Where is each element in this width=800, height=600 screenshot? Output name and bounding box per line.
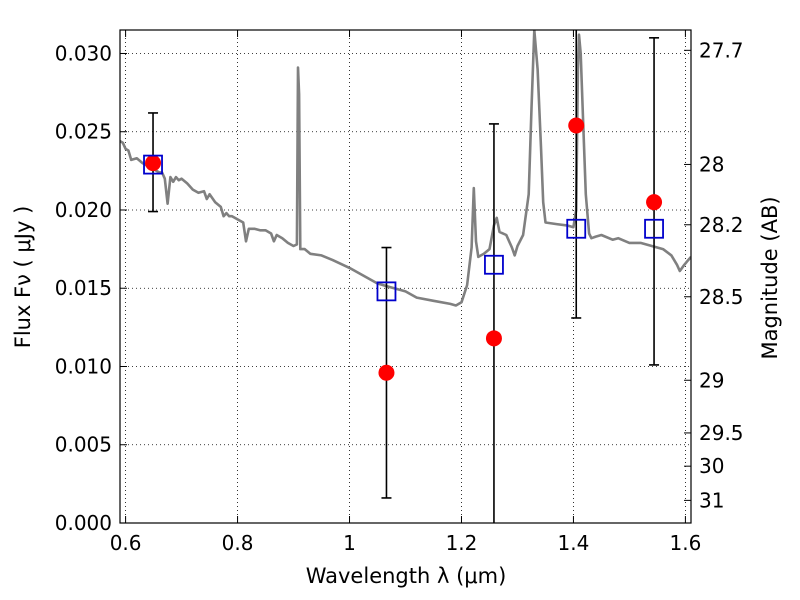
model-points-layer xyxy=(143,154,664,302)
model-point xyxy=(143,154,163,175)
observed-point xyxy=(145,155,162,172)
observed-point xyxy=(568,117,585,134)
model-point xyxy=(566,218,587,239)
x-tick-label: 1.6 xyxy=(669,531,701,555)
x-tick-label: 0.6 xyxy=(110,531,142,555)
plot-frame xyxy=(119,29,692,524)
y-tick-label: 0.000 xyxy=(55,511,112,535)
model-point xyxy=(376,281,397,302)
right-tick-label: 30 xyxy=(699,454,724,478)
spectrum-layer xyxy=(120,30,691,307)
model-point xyxy=(644,218,664,239)
y-tick-label: 0.010 xyxy=(55,354,112,378)
right-tick-label: 29 xyxy=(699,368,724,392)
observed-points-layer xyxy=(145,117,663,381)
right-tick-label: 28.5 xyxy=(699,285,744,309)
right-tick-label: 27.7 xyxy=(699,38,744,62)
y-axis-label: Flux Fν ( μJy ) xyxy=(11,206,35,349)
plot-background xyxy=(120,30,691,523)
model-point xyxy=(484,254,504,275)
model-point-overlap xyxy=(145,157,161,173)
x-tick-label: 1 xyxy=(343,531,356,555)
y-tick-label: 0.015 xyxy=(55,276,112,300)
observed-point xyxy=(485,330,502,347)
x-tick-label: 1.2 xyxy=(446,531,478,555)
y-axis-right-label: Magnitude (AB) xyxy=(758,196,782,359)
right-tick-label: 28 xyxy=(699,152,724,176)
observed-point xyxy=(646,194,663,211)
y-axis-right: 27.7 28 28.2 28.5 29 29.5 30 31 xyxy=(684,38,744,512)
y-tick-label: 0.020 xyxy=(55,198,112,222)
y-tick-label: 0.025 xyxy=(55,120,112,144)
right-tick-label: 31 xyxy=(699,488,724,512)
y-axis-left: 0.000 0.005 0.010 0.015 0.020 0.025 0.030 xyxy=(55,41,127,535)
right-tick-label: 28.2 xyxy=(699,213,744,237)
spectrum-line xyxy=(120,30,691,307)
y-tick-label: 0.005 xyxy=(55,433,112,457)
x-tick-label: 0.8 xyxy=(222,531,254,555)
observed-point xyxy=(378,364,395,381)
x-axis-label: Wavelength λ (μm) xyxy=(306,564,507,588)
x-axis: 0.6 0.8 1 1.2 1.4 1.6 xyxy=(110,30,701,555)
right-tick-label: 29.5 xyxy=(699,421,744,445)
x-tick-label: 1.4 xyxy=(558,531,590,555)
y-tick-label: 0.030 xyxy=(55,41,112,65)
